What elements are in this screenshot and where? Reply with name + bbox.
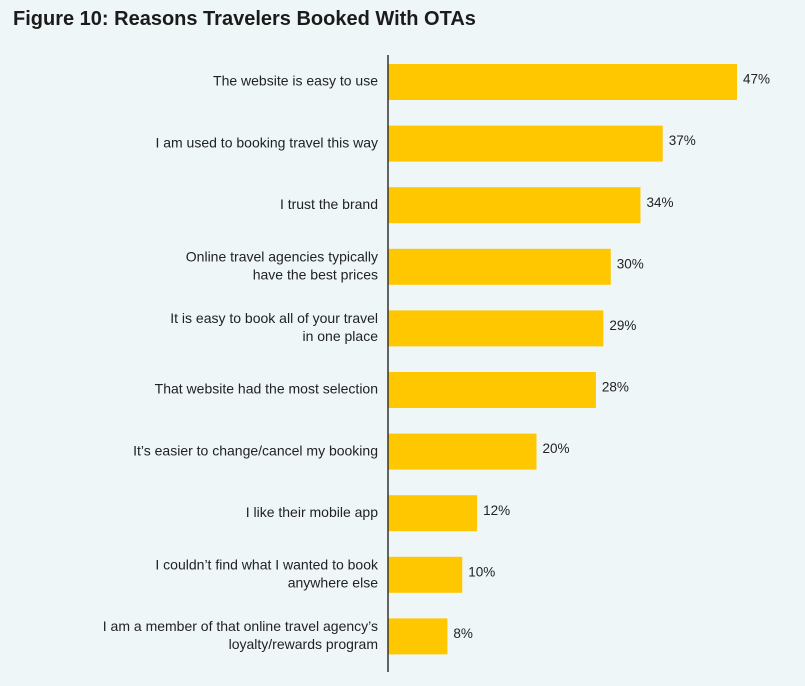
category-label: I trust the brand xyxy=(280,196,378,212)
chart-title: Figure 10: Reasons Travelers Booked With… xyxy=(13,8,476,30)
category-label: I couldn’t find what I wanted to book any… xyxy=(155,557,379,591)
bar xyxy=(388,495,478,532)
category-label: I am a member of that online travel agen… xyxy=(103,618,378,652)
category-label: It is easy to book all of your travel in … xyxy=(170,310,378,344)
bar xyxy=(388,125,663,162)
value-label: 12% xyxy=(483,503,510,518)
category-label: That website had the most selection xyxy=(155,381,378,397)
value-label: 37% xyxy=(669,133,696,148)
category-label: I like their mobile app xyxy=(246,504,379,520)
value-label: 30% xyxy=(617,256,644,271)
bar xyxy=(388,310,604,347)
bar xyxy=(388,248,611,285)
value-label: 10% xyxy=(468,564,495,579)
bar xyxy=(388,556,463,593)
category-label: It’s easier to change/cancel my booking xyxy=(133,442,378,458)
category-label: I am used to booking travel this way xyxy=(155,134,378,150)
value-label: 29% xyxy=(609,318,636,333)
bar xyxy=(388,187,641,224)
value-label: 8% xyxy=(453,626,473,641)
bar xyxy=(388,618,448,655)
value-label: 34% xyxy=(646,195,673,210)
value-label: 28% xyxy=(602,380,629,395)
category-label: The website is easy to use xyxy=(213,73,378,89)
bar xyxy=(388,372,596,408)
value-label: 20% xyxy=(543,441,570,456)
bar xyxy=(388,64,737,100)
value-label: 47% xyxy=(743,72,770,87)
bar xyxy=(388,433,537,470)
category-label: Online travel agencies typically have the… xyxy=(186,249,378,283)
